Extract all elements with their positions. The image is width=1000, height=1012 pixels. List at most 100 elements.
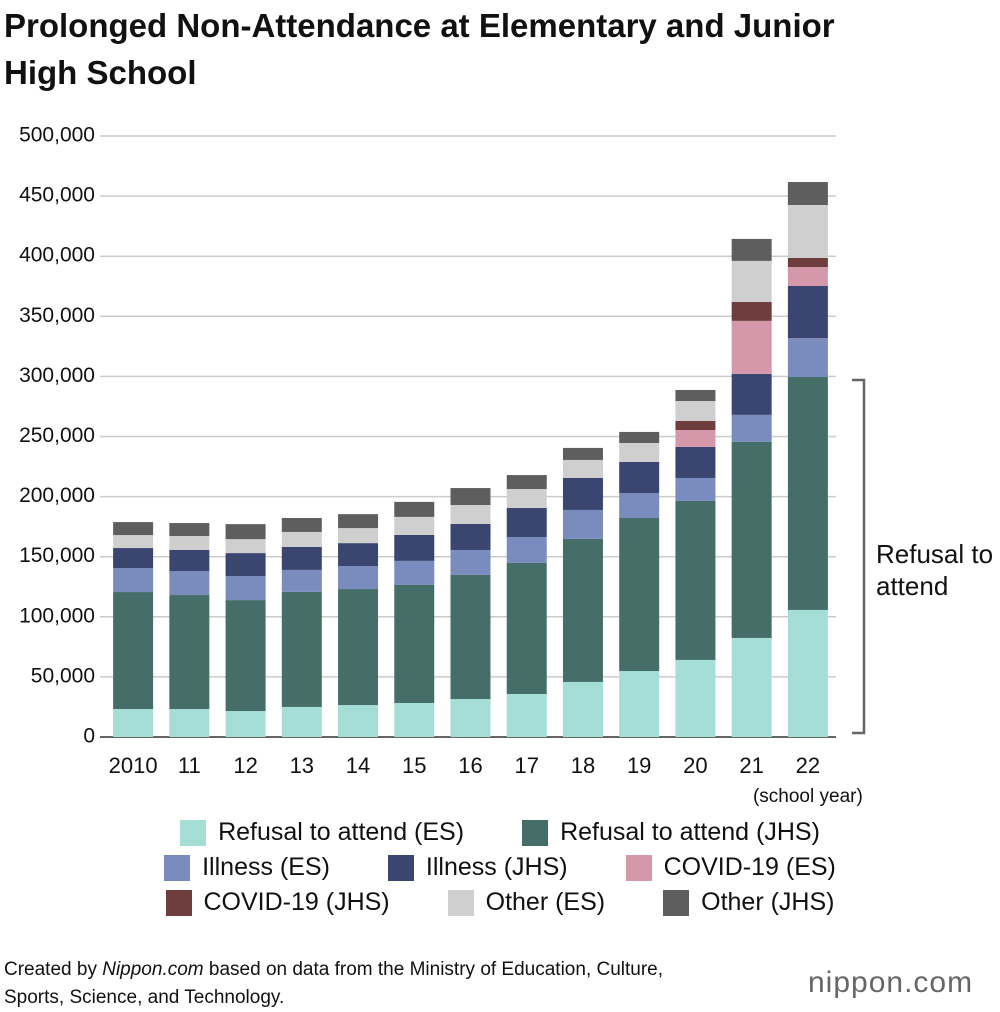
legend-item: COVID-19 (ES) bbox=[625, 853, 836, 882]
x-tick-label: 13 bbox=[290, 753, 314, 778]
bar-segment bbox=[225, 524, 266, 540]
x-tick-label: 11 bbox=[178, 753, 201, 778]
bar-segment bbox=[675, 446, 716, 478]
legend-label: COVID-19 (JHS) bbox=[203, 888, 390, 916]
bar-segment bbox=[731, 637, 772, 737]
bar-segment bbox=[787, 267, 828, 287]
legend-swatch bbox=[180, 819, 207, 846]
x-tick-label: 12 bbox=[233, 753, 257, 778]
legend-item: Illness (JHS) bbox=[387, 853, 568, 882]
y-tick-label: 200,000 bbox=[19, 484, 95, 507]
bar-segment bbox=[562, 538, 603, 682]
bar-segment bbox=[338, 589, 379, 706]
x-tick-label: 2010 bbox=[109, 753, 158, 778]
bar-segment bbox=[450, 488, 491, 506]
y-tick-label: 250,000 bbox=[19, 424, 95, 447]
source: Created by Nippon.com based on data from… bbox=[4, 956, 704, 1012]
bar-segment bbox=[394, 501, 435, 517]
bar-segment bbox=[169, 536, 210, 550]
bar-segment bbox=[169, 549, 210, 572]
bar-segment bbox=[787, 182, 828, 205]
bar-segment bbox=[506, 489, 547, 509]
y-tick-label: 0 bbox=[83, 725, 95, 748]
bar-segment bbox=[562, 447, 603, 460]
bar-segment bbox=[394, 516, 435, 535]
bar-segment bbox=[619, 517, 660, 672]
bar-segment bbox=[787, 338, 828, 378]
bar-segment bbox=[675, 401, 716, 421]
bar-segment bbox=[169, 571, 210, 596]
legend-swatch bbox=[625, 854, 652, 881]
legend-item: Other (ES) bbox=[447, 888, 606, 917]
bar-segment bbox=[450, 699, 491, 737]
bar-segment bbox=[281, 546, 322, 570]
bar-segment bbox=[731, 260, 772, 302]
bar-segment bbox=[619, 442, 660, 462]
bar-segment bbox=[731, 320, 772, 374]
x-axis-label: (school year) bbox=[753, 786, 863, 807]
bar-segment bbox=[113, 592, 154, 709]
source-text: Nippon.com bbox=[102, 959, 204, 980]
legend-label: Other (JHS) bbox=[701, 888, 835, 916]
y-tick-label: 100,000 bbox=[19, 604, 95, 627]
x-tick-label: 22 bbox=[796, 753, 820, 778]
legend-swatch bbox=[663, 889, 690, 916]
x-tick-label: 14 bbox=[346, 753, 370, 778]
bar-segment bbox=[281, 569, 322, 592]
bar-segment bbox=[225, 553, 266, 577]
legend: Refusal to attend (ES) Refusal to attend … bbox=[100, 818, 900, 917]
legend-item: Refusal to attend (JHS) bbox=[522, 818, 820, 847]
legend-label: Other (ES) bbox=[485, 888, 606, 916]
y-tick-label: 50,000 bbox=[31, 664, 95, 687]
bar-segment bbox=[506, 508, 547, 537]
bar-segment bbox=[731, 301, 772, 321]
y-tick-label: 400,000 bbox=[19, 244, 95, 267]
bar-segment bbox=[338, 543, 379, 567]
bar-segment bbox=[731, 238, 772, 261]
bar-segment bbox=[731, 373, 772, 415]
bar-segment bbox=[562, 459, 603, 478]
bar-segment bbox=[113, 522, 154, 536]
bar-segment bbox=[225, 711, 266, 737]
bar-segment bbox=[225, 600, 266, 712]
bar-segment bbox=[113, 708, 154, 737]
bar-segment bbox=[562, 509, 603, 539]
bar-segment bbox=[787, 286, 828, 339]
bar-segment bbox=[338, 514, 379, 529]
bar-segment bbox=[169, 708, 210, 737]
bar-segment bbox=[394, 534, 435, 561]
bar-segment bbox=[225, 539, 266, 554]
bar-segment bbox=[394, 702, 435, 737]
bar-segment bbox=[562, 477, 603, 510]
bar-segment bbox=[619, 492, 660, 518]
bar-segment bbox=[675, 500, 716, 660]
legend-swatch bbox=[164, 854, 191, 881]
legend-swatch bbox=[387, 854, 414, 881]
bar-segment bbox=[675, 659, 716, 737]
bar-segment bbox=[113, 535, 154, 549]
bar-segment bbox=[394, 584, 435, 703]
bar-segment bbox=[338, 705, 379, 737]
bar-segment bbox=[619, 671, 660, 737]
chart-title: Prolonged Non-Attendance at Elementary a… bbox=[4, 7, 835, 91]
bar-segment bbox=[562, 681, 603, 737]
x-tick-label: 17 bbox=[514, 753, 538, 778]
bar-segment bbox=[169, 523, 210, 537]
y-tick-label: 150,000 bbox=[19, 544, 95, 567]
legend-label: Refusal to attend (ES) bbox=[218, 818, 465, 846]
bar-segment bbox=[338, 528, 379, 544]
bar-segment bbox=[675, 389, 716, 402]
legend-item: COVID-19 (JHS) bbox=[165, 888, 390, 917]
bar-segment bbox=[675, 430, 716, 447]
legend-swatch bbox=[165, 889, 192, 916]
bar-segment bbox=[675, 420, 716, 431]
legend-item: Illness (ES) bbox=[164, 853, 330, 882]
bar-segment bbox=[787, 377, 828, 610]
bar-segment bbox=[450, 524, 491, 550]
bar-segment bbox=[506, 562, 547, 694]
bar-segment bbox=[619, 431, 660, 443]
source-text: based on data from the Ministry of Educa… bbox=[4, 959, 664, 1008]
bar-segment bbox=[113, 548, 154, 568]
bar-segment bbox=[281, 706, 322, 737]
bar-segment bbox=[506, 536, 547, 563]
